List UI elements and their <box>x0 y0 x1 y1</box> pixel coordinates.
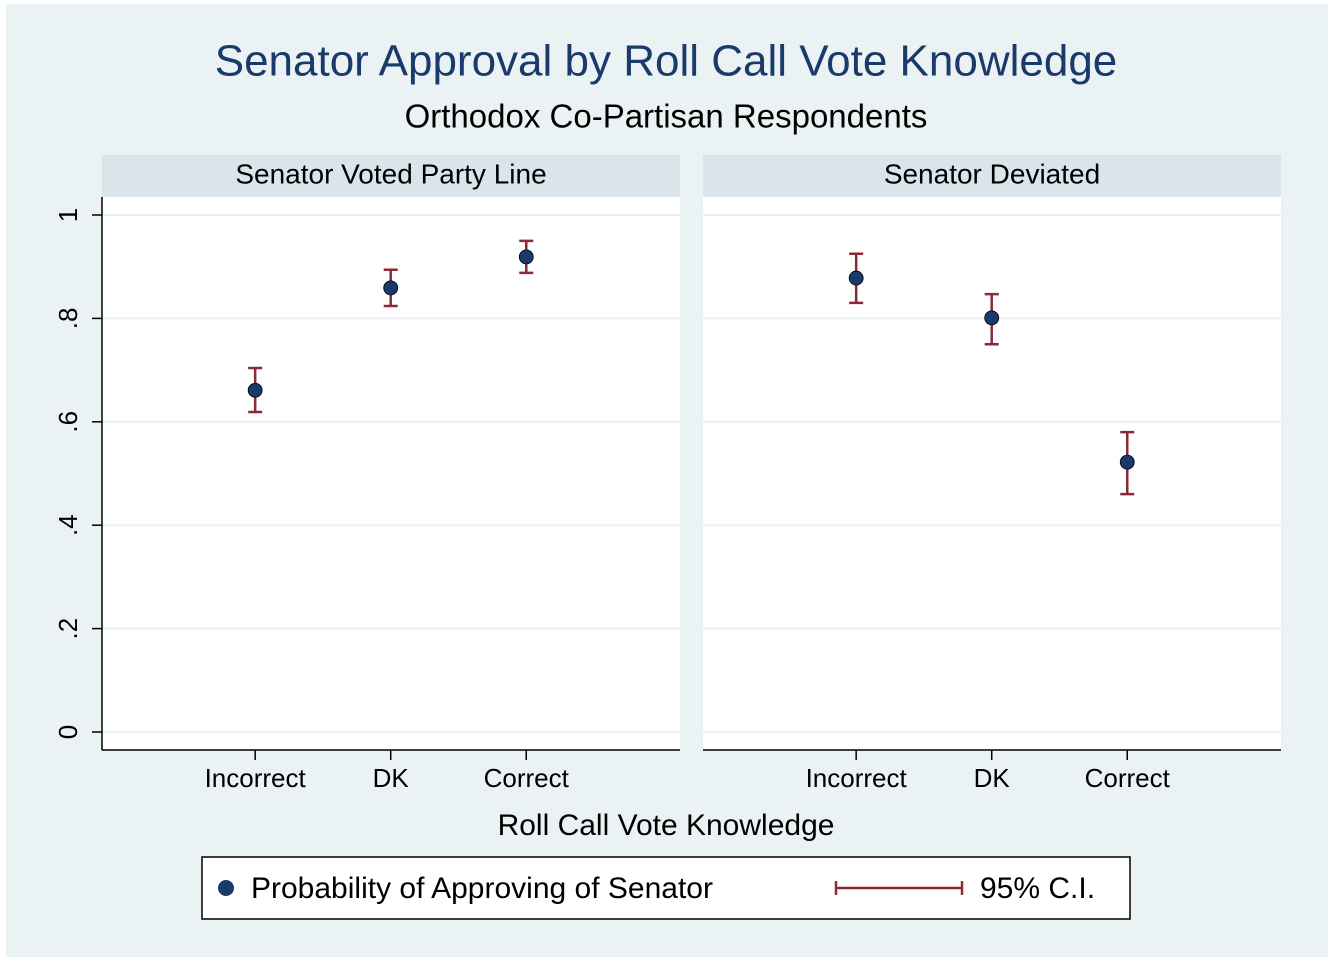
y-tick-label: .8 <box>53 308 83 330</box>
legend-label: Probability of Approving of Senator <box>251 872 713 905</box>
point <box>518 249 534 265</box>
chart-title: Senator Approval by Roll Call Vote Knowl… <box>215 37 1118 86</box>
panel-header <box>703 155 1281 197</box>
y-tick-label: .2 <box>53 618 83 640</box>
legend-box <box>201 856 1131 920</box>
x-tick-label: DK <box>974 763 1011 793</box>
panel-title: Senator Voted Party Line <box>235 158 546 189</box>
x-tick-label: Incorrect <box>806 763 908 793</box>
x-tick-label: Incorrect <box>205 763 307 793</box>
point <box>984 310 1000 326</box>
panel-header <box>102 155 680 197</box>
panel-title: Senator Deviated <box>884 158 1100 189</box>
point <box>1119 454 1135 470</box>
point <box>247 382 263 398</box>
legend-marker <box>218 880 234 896</box>
x-tick-label: Correct <box>484 763 570 793</box>
legend-label: 95% C.I. <box>980 872 1095 905</box>
x-tick-label: DK <box>373 763 410 793</box>
x-axis-label: Roll Call Vote Knowledge <box>498 809 835 842</box>
point <box>383 280 399 296</box>
y-tick-label: 0 <box>53 725 83 739</box>
y-tick-label: 1 <box>53 208 83 222</box>
chart-subtitle: Orthodox Co-Partisan Respondents <box>405 98 928 135</box>
plot-area <box>703 197 1281 750</box>
legend-ci-marker <box>834 881 964 895</box>
point <box>848 270 864 286</box>
x-tick-label: Correct <box>1085 763 1171 793</box>
y-tick-label: .6 <box>53 411 83 433</box>
y-tick-label: .4 <box>53 514 83 536</box>
